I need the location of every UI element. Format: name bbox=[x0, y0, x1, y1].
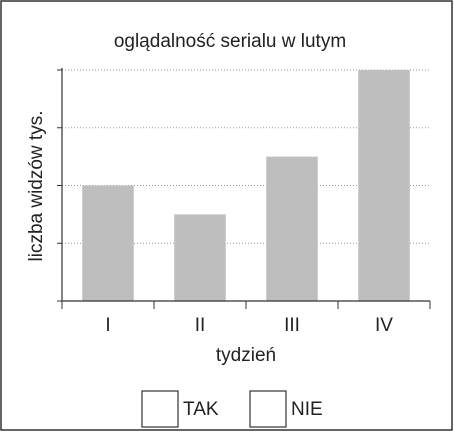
y-axis-label: liczba widzów tys. bbox=[26, 111, 47, 262]
x-tick-label: I bbox=[105, 315, 110, 336]
chart-title: oglądalność serialu w lutym bbox=[114, 31, 346, 52]
bar bbox=[266, 156, 318, 301]
checkbox bbox=[249, 390, 287, 428]
bar bbox=[358, 70, 410, 301]
option-label: NIE bbox=[291, 399, 323, 420]
option-label: TAK bbox=[183, 399, 219, 420]
bar bbox=[82, 185, 134, 301]
x-axis-label: tydzień bbox=[216, 345, 276, 366]
x-tick-label: II bbox=[195, 315, 206, 336]
checkbox bbox=[141, 390, 179, 428]
x-tick-label: IV bbox=[375, 315, 393, 336]
bar bbox=[174, 214, 226, 301]
x-tick-label: III bbox=[284, 315, 300, 336]
